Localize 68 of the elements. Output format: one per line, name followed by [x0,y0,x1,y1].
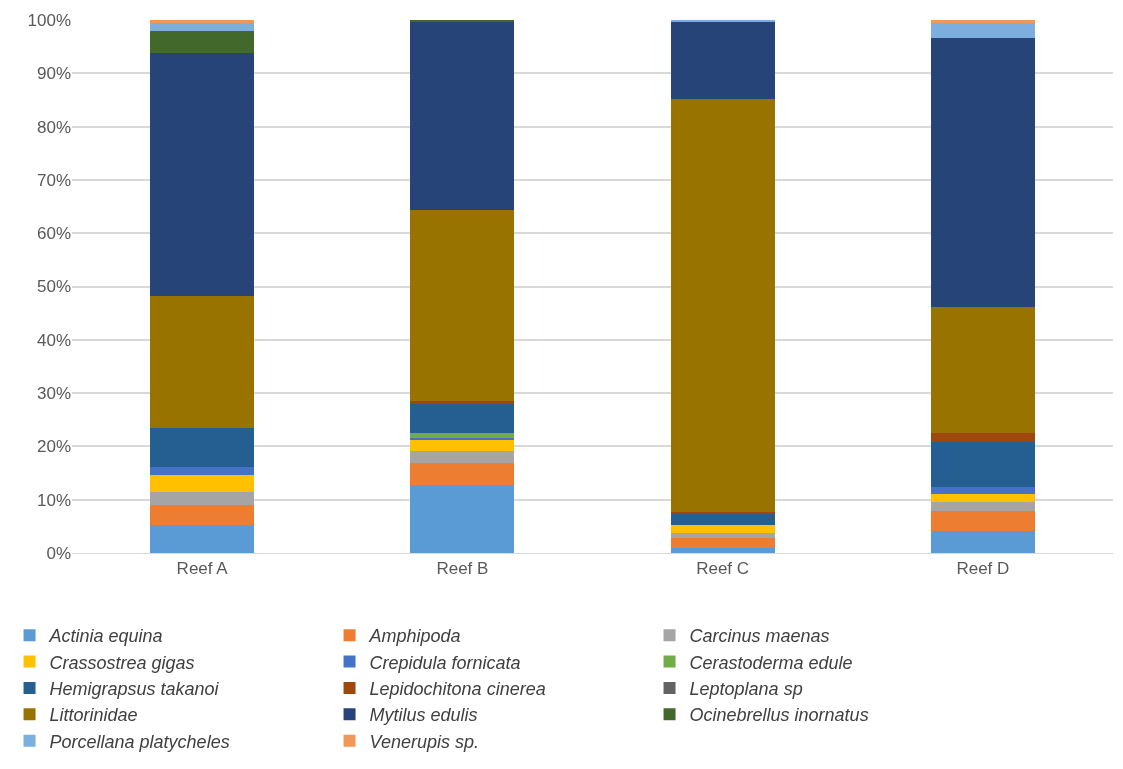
bar [410,21,515,210]
y-tick-label: 90% [36,64,71,84]
bar [410,209,515,401]
bar [410,484,515,553]
bar [150,466,255,475]
legend-label: Carcinus maenas [689,626,830,647]
bar [150,524,255,553]
bar [150,22,255,31]
bar [410,437,515,440]
bar [930,433,1035,442]
bar [930,510,1035,532]
bar [150,20,255,23]
y-tick-label: 50% [36,277,71,297]
bar [930,494,1035,503]
bar [150,52,255,297]
legend-label: Ocinebrellus inornatus [689,705,869,726]
y-tick-label: 0% [46,543,71,563]
bar [930,487,1035,495]
bar [670,514,775,525]
bar [930,20,1035,24]
bar [930,441,1035,488]
bar [670,21,775,100]
legend-label: Actinia equina [48,626,163,647]
bar [410,440,515,451]
legend-label: Mytilus edulis [369,705,478,726]
bar [670,533,775,538]
y-tick-label: 70% [36,170,71,190]
x-tick-label: Reef C [696,559,750,579]
bar [150,504,255,525]
bar [410,432,515,438]
bar [670,99,775,512]
bar [150,296,255,428]
bar [930,531,1035,553]
y-tick-label: 40% [36,330,71,350]
bar [930,502,1035,511]
bar [150,427,255,467]
bar [930,306,1035,434]
legend-label: Littorinidae [49,705,138,726]
bar [410,404,515,433]
legend-label: Venerupis sp. [369,731,479,752]
y-tick-label: 80% [36,117,71,137]
y-tick-label: 30% [36,384,71,404]
bar [670,511,775,515]
legend-label: Hemigrapsus takanoi [49,678,220,699]
bar [150,474,255,492]
legend-label: Porcellana platycheles [49,731,230,752]
x-tick-label: Reef A [176,559,229,579]
bar [150,30,255,53]
bar [410,463,515,485]
legend-label: Crepidula fornicata [369,652,521,673]
y-tick-label: 100% [27,10,71,30]
bar [670,537,775,548]
bar [410,450,515,464]
legend-label: Leptoplana sp [689,678,803,699]
x-tick-label: Reef B [436,559,489,579]
bar [930,37,1035,307]
bar [930,23,1035,38]
y-tick-label: 10% [36,490,71,510]
y-tick-label: 60% [36,224,71,244]
bar [670,547,775,553]
y-tick-label: 20% [36,437,71,457]
legend-label: Cerastoderma edule [689,652,853,673]
legend-label: Amphipoda [368,626,461,647]
legend-label: Lepidochitona cinerea [369,678,546,699]
bar [670,524,775,534]
x-tick-label: Reef D [956,559,1010,579]
bar [150,491,255,505]
legend-label: Crassostrea gigas [49,652,195,673]
